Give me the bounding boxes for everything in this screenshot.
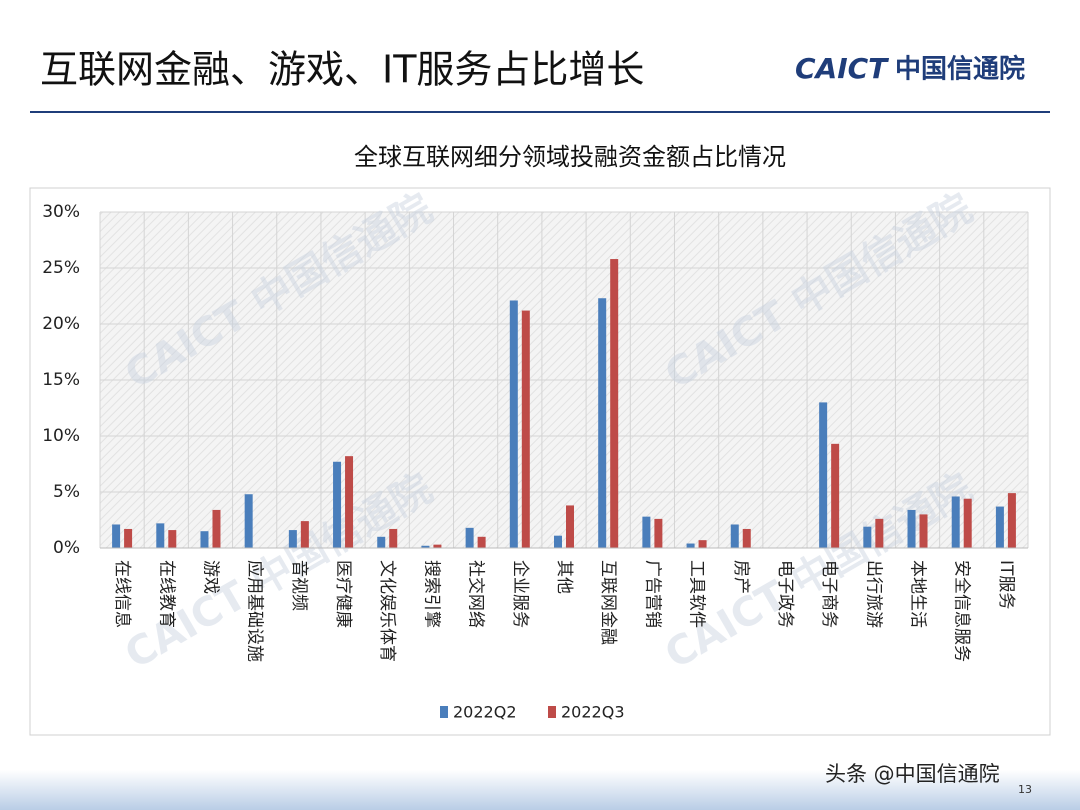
bar [168, 530, 177, 548]
x-tick-label: 音视频 [289, 560, 309, 611]
y-tick-label: 25% [42, 258, 80, 278]
x-tick-label: 文化娱乐体育 [377, 560, 397, 662]
y-tick-label: 20% [42, 314, 80, 334]
bar [554, 535, 562, 548]
bar [465, 527, 474, 548]
bar [654, 518, 663, 548]
bar [566, 505, 574, 548]
legend-label: 2022Q3 [561, 703, 625, 722]
x-tick-label: 广告营销 [642, 560, 662, 628]
x-tick-label: 工具软件 [687, 560, 707, 628]
bar [333, 461, 342, 548]
x-tick-label: 安全信息服务 [952, 560, 972, 662]
slide-title: 互联网金融、游戏、IT服务占比增长 [40, 48, 644, 92]
logo-en: CAICT [795, 52, 889, 85]
legend-label: 2022Q2 [453, 703, 517, 722]
legend-swatch [548, 706, 556, 718]
x-tick-label: 搜索引擎 [421, 560, 441, 628]
x-tick-label: 房产 [731, 560, 751, 594]
bar [819, 402, 828, 548]
chart-frame [29, 187, 1051, 736]
legend-swatch [440, 706, 448, 718]
bar [907, 509, 916, 548]
bar [200, 531, 209, 548]
bar [521, 310, 530, 548]
bar [112, 524, 121, 548]
x-tick-label: 医疗健康 [333, 560, 353, 628]
bar [433, 544, 442, 548]
x-tick-label: 电子商务 [819, 560, 839, 628]
bar [919, 514, 928, 548]
bar [377, 536, 386, 548]
y-tick-label: 15% [42, 370, 80, 390]
bar [598, 298, 607, 548]
bar [477, 536, 486, 548]
footer-source: 头条 @中国信通院 [825, 762, 1000, 786]
x-tick-label: 在线信息 [112, 560, 132, 628]
bar [389, 528, 398, 548]
bar [212, 509, 221, 548]
bar [421, 545, 430, 548]
bar [610, 259, 619, 548]
bar [244, 494, 253, 548]
y-tick-label: 0% [53, 538, 80, 558]
x-tick-label: 互联网金融 [598, 560, 618, 645]
y-tick-label: 10% [42, 426, 80, 446]
x-tick-label: IT服务 [996, 560, 1016, 609]
bar [156, 523, 165, 548]
bar [642, 516, 651, 548]
x-tick-label: 其他 [554, 560, 574, 594]
x-tick-label: 电子政务 [775, 560, 795, 628]
bar [124, 528, 133, 548]
x-tick-label: 社交网络 [466, 560, 486, 628]
logo-cn: 中国信通院 [895, 54, 1025, 85]
chart-title: 全球互联网细分领域投融资金额占比情况 [354, 143, 786, 171]
bar [698, 540, 707, 548]
bar [686, 543, 695, 548]
bar [288, 530, 297, 548]
page-number: 13 [1018, 783, 1032, 796]
x-tick-label: 在线教育 [156, 560, 176, 628]
y-tick-label: 5% [53, 482, 80, 502]
y-tick-label: 30% [42, 202, 80, 222]
bar [509, 300, 518, 548]
bar [831, 443, 840, 548]
bar [951, 496, 960, 548]
bar [995, 506, 1004, 548]
bar [300, 521, 309, 548]
bar [963, 498, 972, 548]
x-tick-label: 出行旅游 [863, 560, 883, 628]
bar [1007, 493, 1016, 548]
bar [863, 526, 872, 548]
x-tick-label: 应用基础设施 [245, 560, 265, 662]
bar [875, 518, 884, 548]
plot: 0%5%10%15%20%25%30% CAICT 中国信通院 CAICT 中国信通… [42, 185, 1029, 722]
footer-band [0, 770, 1080, 810]
bar [345, 456, 354, 548]
x-tick-label: 企业服务 [510, 560, 530, 628]
bar [730, 524, 739, 548]
x-tick-label: 本地生活 [908, 560, 928, 628]
bar [742, 528, 751, 548]
x-tick-label: 游戏 [200, 560, 220, 594]
